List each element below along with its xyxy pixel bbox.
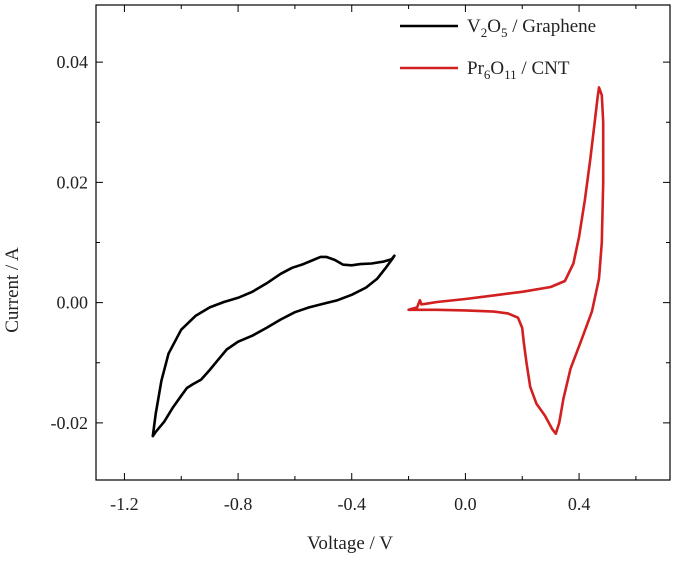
- axis-ticks: -1.2 -0.8 -0.4 0.0 0.4 -0.02 0.00 0.02 0.04: [51, 5, 670, 514]
- y-tick-label: 0.04: [57, 52, 89, 72]
- series-layer: [151, 86, 605, 438]
- plot-frame: [95, 4, 671, 481]
- y-tick-label: 0.00: [57, 293, 89, 313]
- x-tick-label: -0.4: [337, 494, 366, 514]
- legend-label-1: V2O5 / Graphene: [467, 16, 596, 40]
- x-tick-label: -1.2: [110, 494, 139, 514]
- series-line-2: [407, 86, 605, 435]
- legend-label-2: Pr6O11 / CNT: [467, 58, 570, 82]
- x-tick-label: 0.4: [568, 494, 591, 514]
- series-line-1: [151, 254, 396, 438]
- y-axis-label: Current / A: [2, 247, 23, 333]
- x-tick-label: 0.0: [454, 494, 477, 514]
- y-tick-label: -0.02: [51, 413, 89, 433]
- x-axis-label: Voltage / V: [307, 533, 393, 554]
- x-tick-label: -0.8: [224, 494, 253, 514]
- legend: V2O5 / Graphene Pr6O11 / CNT: [400, 16, 596, 82]
- y-tick-label: 0.02: [57, 172, 89, 192]
